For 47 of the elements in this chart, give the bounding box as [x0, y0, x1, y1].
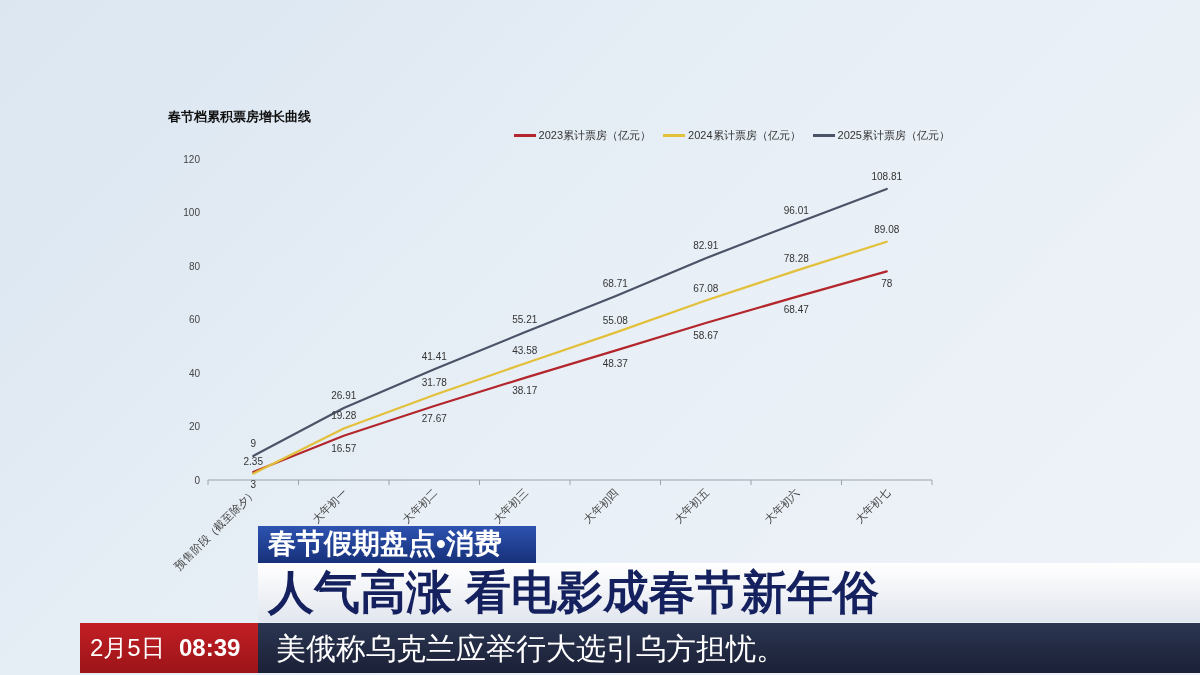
legend-label: 2025累计票房（亿元） [837, 128, 950, 143]
headline-bar: 人气高涨 看电影成春节新年俗 [258, 563, 1200, 622]
data-label: 55.21 [512, 314, 538, 326]
data-label: 89.08 [874, 223, 900, 235]
y-tick-label: 60 [188, 314, 201, 326]
data-label: 96.01 [783, 205, 810, 217]
data-label: 108.81 [871, 170, 903, 182]
date-box: 2月5日 [80, 623, 175, 673]
y-tick-label: 100 [183, 207, 201, 219]
data-label: 27.67 [421, 413, 448, 425]
data-label: 48.37 [602, 357, 629, 369]
y-tick-label: 20 [188, 421, 201, 433]
x-tick-label: 大年初六 [762, 485, 802, 526]
time-box: 08:39 [175, 623, 258, 673]
data-label: 68.47 [783, 303, 810, 315]
y-tick-label: 80 [188, 260, 201, 272]
tag-box: 春节假期盘点•消费 [258, 526, 536, 563]
chart-title: 春节档累积票房增长曲线 [168, 108, 311, 126]
x-tick-label: 大年初四 [581, 485, 621, 526]
data-label: 78.28 [783, 252, 810, 264]
y-tick-label: 0 [194, 474, 201, 486]
legend-label: 2023累计票房（亿元） [538, 128, 652, 143]
y-tick-label: 120 [183, 153, 201, 165]
data-label: 2.35 [243, 455, 264, 467]
data-label: 67.08 [693, 282, 719, 294]
data-label: 26.91 [331, 390, 357, 402]
x-tick-label: 大年初一 [309, 485, 350, 526]
data-label: 68.71 [602, 278, 629, 290]
data-label: 9 [250, 437, 257, 449]
x-tick-label: 大年初五 [671, 485, 712, 526]
legend-label: 2024累计票房（亿元） [688, 128, 801, 143]
data-label: 16.57 [331, 442, 357, 454]
data-label: 82.91 [693, 240, 719, 252]
data-label: 58.67 [693, 330, 719, 342]
data-label: 43.58 [512, 345, 538, 357]
data-label: 3 [250, 479, 257, 491]
y-tick-label: 40 [188, 367, 201, 379]
ticker-bar: 美俄称乌克兰应举行大选引乌方担忧。 [258, 623, 1200, 673]
data-label: 31.78 [421, 376, 448, 388]
x-tick-label: 大年初七 [852, 485, 893, 526]
x-tick-label: 大年初二 [400, 485, 440, 526]
data-label: 78 [881, 278, 893, 290]
data-label: 41.41 [421, 351, 448, 363]
data-label: 55.08 [602, 314, 629, 326]
data-label: 38.17 [512, 385, 538, 396]
x-tick-label: 大年初三 [490, 485, 531, 526]
data-label: 19.28 [331, 410, 357, 422]
